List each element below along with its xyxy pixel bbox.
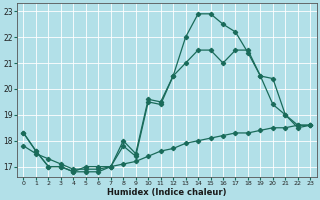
X-axis label: Humidex (Indice chaleur): Humidex (Indice chaleur) xyxy=(107,188,227,197)
